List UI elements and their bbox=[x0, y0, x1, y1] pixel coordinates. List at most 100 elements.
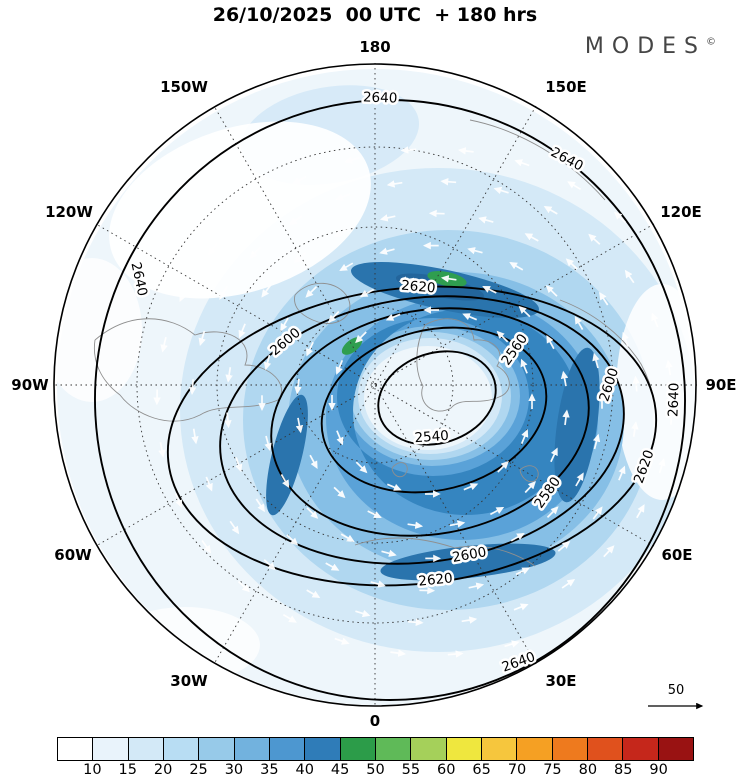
wind-arrow bbox=[305, 286, 318, 298]
colorbar-tick: 10 bbox=[83, 762, 102, 778]
wind-arrow bbox=[618, 465, 626, 481]
wind-arrow bbox=[201, 540, 212, 554]
wind-arrow bbox=[235, 457, 243, 473]
wind-arrow bbox=[575, 472, 584, 487]
colorbar-tick: 15 bbox=[118, 762, 137, 778]
colorbar-cell bbox=[163, 738, 200, 760]
colorbar-cell bbox=[234, 738, 270, 760]
wind-arrow bbox=[461, 616, 478, 624]
wind-arrow bbox=[574, 316, 584, 331]
colorbar-tick: 30 bbox=[224, 762, 244, 778]
wind-arrow bbox=[207, 242, 218, 256]
wind-arrow bbox=[263, 559, 276, 571]
colorbar bbox=[57, 737, 694, 761]
wind-arrow bbox=[359, 288, 375, 298]
colorbar-cell bbox=[340, 738, 376, 760]
wind-arrow bbox=[636, 504, 645, 519]
wind-arrow bbox=[238, 323, 246, 339]
wind-arrow bbox=[198, 330, 206, 347]
wind-arrow bbox=[339, 262, 354, 272]
wind-arrow bbox=[280, 473, 290, 488]
wind-arrow bbox=[467, 247, 483, 255]
wind-arrow bbox=[509, 262, 524, 271]
wind-arrow bbox=[158, 442, 166, 458]
wind-arrow bbox=[306, 589, 321, 598]
wind-arrow bbox=[386, 180, 403, 188]
wind-arrow bbox=[524, 481, 536, 494]
wind-arrow bbox=[398, 276, 415, 284]
wind-arrows bbox=[153, 146, 676, 658]
wind-arrow bbox=[557, 541, 571, 552]
colorbar-cell bbox=[658, 738, 693, 760]
wind-arrow bbox=[449, 520, 466, 528]
wind-arrow bbox=[325, 562, 340, 571]
lon-label-60e: 60E bbox=[661, 546, 692, 564]
colorbar-cell bbox=[58, 738, 94, 760]
colorbar-tick: 70 bbox=[507, 762, 527, 778]
wind-arrow bbox=[379, 214, 396, 222]
colorbar-cell bbox=[199, 738, 235, 760]
colorbar-tick-labels: 10 15 20 25 30 35 40 45 50 55 60 65 70 75 80 85 90 bbox=[57, 762, 694, 780]
wind-arrow bbox=[447, 650, 464, 658]
wind-arrow bbox=[407, 521, 424, 529]
wind-arrow bbox=[263, 354, 272, 371]
wind-arrow bbox=[333, 228, 349, 237]
wind-arrow bbox=[264, 435, 272, 452]
wind-arrow bbox=[482, 286, 497, 294]
wind-arrow bbox=[333, 486, 346, 499]
longitude-labels: 180 150W 150E 120W 120E 90W 90E 60W 60E … bbox=[11, 38, 736, 730]
wind-arrow bbox=[520, 429, 529, 445]
modes-logo-mark: © bbox=[706, 36, 716, 48]
colorbar-tick: 45 bbox=[330, 762, 350, 778]
wind-arrow bbox=[245, 205, 259, 217]
colorbar-tick: 75 bbox=[543, 762, 562, 778]
wind-arrow bbox=[603, 545, 615, 558]
lon-label-90w: 90W bbox=[11, 376, 49, 394]
colorbar-tick: 20 bbox=[153, 762, 173, 778]
lon-label-30e: 30E bbox=[545, 672, 576, 690]
wind-arrow bbox=[631, 421, 639, 437]
wind-arrow bbox=[592, 506, 603, 520]
polar-map-canvas: 2640 2640 2640 2620 2600 2540 2560 2600 … bbox=[11, 38, 736, 730]
wind-arrow bbox=[543, 206, 558, 215]
reference-vector: 50 bbox=[648, 683, 704, 710]
wind-arrow bbox=[497, 460, 509, 473]
lon-label-30w: 30W bbox=[170, 672, 208, 690]
wind-arrow bbox=[624, 269, 635, 284]
colorbar-cell bbox=[375, 738, 412, 760]
height-contours bbox=[94, 99, 686, 701]
wind-arrow bbox=[335, 359, 344, 375]
wind-arrow bbox=[340, 533, 355, 542]
colorbar-cell bbox=[128, 738, 164, 760]
colorbar-tick: 65 bbox=[472, 762, 491, 778]
colorbar-cell bbox=[552, 738, 588, 760]
wind-arrow bbox=[219, 285, 228, 300]
lon-label-150w: 150W bbox=[160, 78, 208, 96]
wind-arrow bbox=[390, 649, 406, 657]
wind-arrow bbox=[309, 454, 318, 469]
colorbar-tick: 25 bbox=[189, 762, 208, 778]
wind-arrow bbox=[344, 156, 360, 164]
wind-arrow bbox=[514, 159, 530, 167]
lon-label-180: 180 bbox=[359, 38, 390, 56]
wind-arrow bbox=[599, 291, 609, 306]
wind-arrow bbox=[462, 313, 478, 321]
wind-arrow bbox=[229, 520, 240, 535]
wind-arrow bbox=[550, 447, 558, 463]
wind-arrow bbox=[280, 317, 289, 332]
wind-arrow bbox=[665, 359, 673, 376]
wind-arrow bbox=[510, 532, 525, 542]
wind-arrow bbox=[520, 358, 528, 374]
wind-arrow bbox=[255, 498, 265, 513]
map-boundary-circle bbox=[53, 63, 697, 707]
wind-arrow bbox=[381, 549, 397, 557]
wind-arrow bbox=[478, 216, 494, 224]
wind-arrow bbox=[237, 580, 250, 593]
lon-label-60w: 60W bbox=[54, 546, 92, 564]
wind-speed-shading bbox=[54, 64, 696, 706]
colorbar-cell bbox=[623, 738, 659, 760]
wind-arrow bbox=[191, 428, 199, 445]
wind-arrow bbox=[224, 412, 232, 429]
wind-arrow bbox=[370, 580, 386, 588]
wind-arrow bbox=[295, 417, 304, 434]
